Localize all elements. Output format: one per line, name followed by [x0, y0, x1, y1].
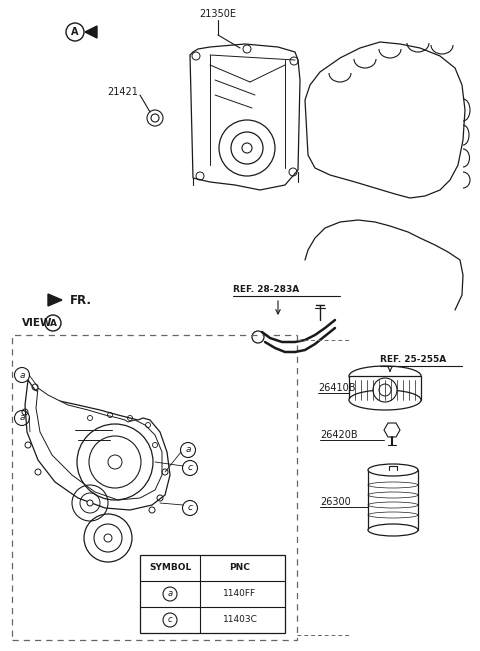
Ellipse shape: [349, 390, 421, 410]
Text: 26410B: 26410B: [318, 383, 356, 393]
Text: c: c: [168, 615, 172, 624]
Text: SYMBOL: SYMBOL: [149, 564, 191, 572]
Circle shape: [242, 143, 252, 153]
Text: VIEW: VIEW: [22, 318, 52, 328]
Text: 21421: 21421: [107, 87, 138, 97]
Bar: [368, 470, 418, 530]
Bar: [12, 335, 297, 640]
Polygon shape: [36, 388, 162, 500]
Bar: [349, 376, 421, 400]
Text: a: a: [19, 370, 25, 380]
Text: 26420B: 26420B: [320, 430, 358, 440]
Text: REF. 28-283A: REF. 28-283A: [233, 286, 299, 294]
Text: c: c: [188, 503, 192, 512]
Ellipse shape: [368, 464, 418, 476]
Polygon shape: [25, 380, 170, 510]
Ellipse shape: [349, 366, 421, 386]
Text: a: a: [185, 445, 191, 454]
Text: c: c: [188, 464, 192, 473]
Polygon shape: [190, 44, 300, 190]
Text: A: A: [49, 318, 57, 327]
Text: REF. 25-255A: REF. 25-255A: [380, 355, 446, 365]
Text: a: a: [168, 590, 173, 598]
Text: A: A: [71, 27, 79, 37]
Circle shape: [373, 378, 397, 402]
Text: a: a: [19, 413, 25, 422]
Circle shape: [108, 455, 122, 469]
Bar: [140, 555, 285, 633]
Text: 21350E: 21350E: [200, 9, 237, 19]
Polygon shape: [305, 42, 465, 198]
Polygon shape: [85, 26, 97, 38]
Polygon shape: [384, 423, 400, 437]
Circle shape: [379, 384, 391, 396]
Ellipse shape: [368, 524, 418, 536]
Circle shape: [87, 500, 93, 506]
Text: 11403C: 11403C: [223, 615, 257, 624]
Text: 1140FF: 1140FF: [223, 590, 257, 598]
Text: FR.: FR.: [70, 294, 92, 307]
Circle shape: [104, 534, 112, 542]
Text: PNC: PNC: [229, 564, 251, 572]
Text: 26300: 26300: [320, 497, 351, 507]
Polygon shape: [48, 294, 62, 306]
Circle shape: [252, 331, 264, 343]
